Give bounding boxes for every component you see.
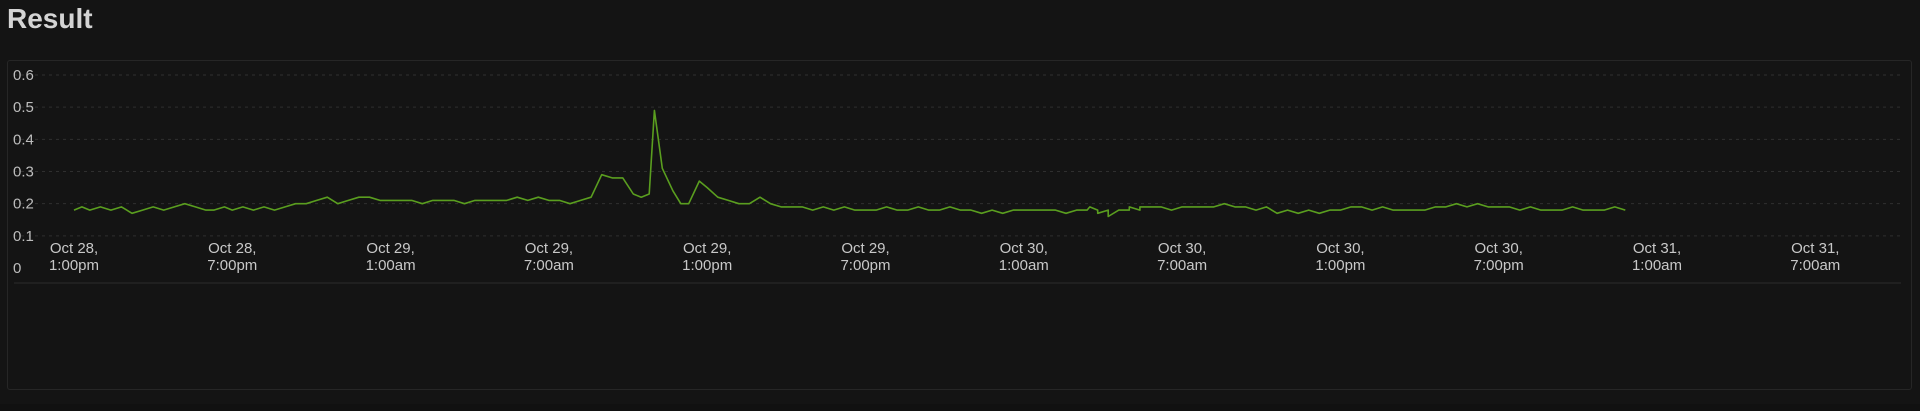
x-tick-label-line: Oct 30, (1475, 240, 1523, 257)
x-tick-label-line: 7:00pm (840, 257, 890, 274)
x-tick-label-line: Oct 30, (1000, 240, 1048, 257)
y-tick-label: 0.2 (13, 196, 34, 213)
x-tick-label-line: Oct 31, (1791, 240, 1839, 257)
chart-panel: 0 0.1 0.2 0.3 0.4 0.5 0.6 Oct 28, 1:00pm Oct 28,… (7, 60, 1912, 390)
x-tick-label-line: Oct 29, (366, 240, 414, 257)
x-tick-label: Oct 29,7:00pm (840, 240, 890, 274)
x-tick-label: Oct 31,7:00am (1790, 240, 1840, 274)
x-tick-label-line: 7:00am (1790, 257, 1840, 274)
x-tick-label-line: Oct 30, (1316, 240, 1364, 257)
x-tick-label-line: 1:00am (366, 257, 416, 274)
x-tick-label-line: 7:00am (1157, 257, 1207, 274)
x-tick-label: Oct 31,1:00am (1632, 240, 1682, 274)
x-tick-label-line: 7:00pm (207, 257, 257, 274)
series-group (73, 109, 1626, 218)
x-tick-label-line: Oct 28, (208, 240, 256, 257)
y-tick-label: 0.6 (13, 67, 34, 84)
x-tick-label-line: Oct 30, (1158, 240, 1206, 257)
x-tick-label-line: 1:00pm (49, 257, 99, 274)
x-tick-label: Oct 28,1:00pm (49, 240, 99, 274)
y-tick-label: 0.5 (13, 99, 34, 116)
x-tick-label: Oct 29,1:00am (366, 240, 416, 274)
x-tick-label-line: 1:00pm (1315, 257, 1365, 274)
x-tick-label-line: Oct 29, (683, 240, 731, 257)
x-tick-label-line: 7:00pm (1474, 257, 1524, 274)
y-axis: 0 0.1 0.2 0.3 0.4 0.5 0.6 (13, 67, 34, 277)
y-tick-label: 0.4 (13, 131, 34, 148)
x-tick-label: Oct 30,1:00pm (1315, 240, 1365, 274)
bottom-strip (0, 404, 1920, 411)
x-tick-label-line: Oct 28, (50, 240, 98, 257)
x-tick-label-line: 7:00am (524, 257, 574, 274)
y-tick-label: 0.1 (13, 228, 34, 245)
x-tick-label-line: Oct 31, (1633, 240, 1681, 257)
x-tick-label: Oct 29,7:00am (524, 240, 574, 274)
x-tick-label-line: Oct 29, (841, 240, 889, 257)
x-tick-label-line: 1:00am (999, 257, 1049, 274)
grid-lines (14, 74, 1901, 237)
series-line[interactable] (73, 109, 1626, 218)
x-tick-label: Oct 30,7:00am (1157, 240, 1207, 274)
x-tick-label-line: 1:00am (1632, 257, 1682, 274)
y-tick-label: 0 (13, 260, 21, 277)
page-title: Result (7, 3, 93, 34)
x-tick-label: Oct 29,1:00pm (682, 240, 732, 274)
x-tick-label: Oct 30,1:00am (999, 240, 1049, 274)
x-tick-label: Oct 28,7:00pm (207, 240, 257, 274)
x-tick-label-line: Oct 29, (525, 240, 573, 257)
x-tick-label-line: 1:00pm (682, 257, 732, 274)
x-tick-label: Oct 30,7:00pm (1474, 240, 1524, 274)
y-tick-label: 0.3 (13, 164, 34, 181)
